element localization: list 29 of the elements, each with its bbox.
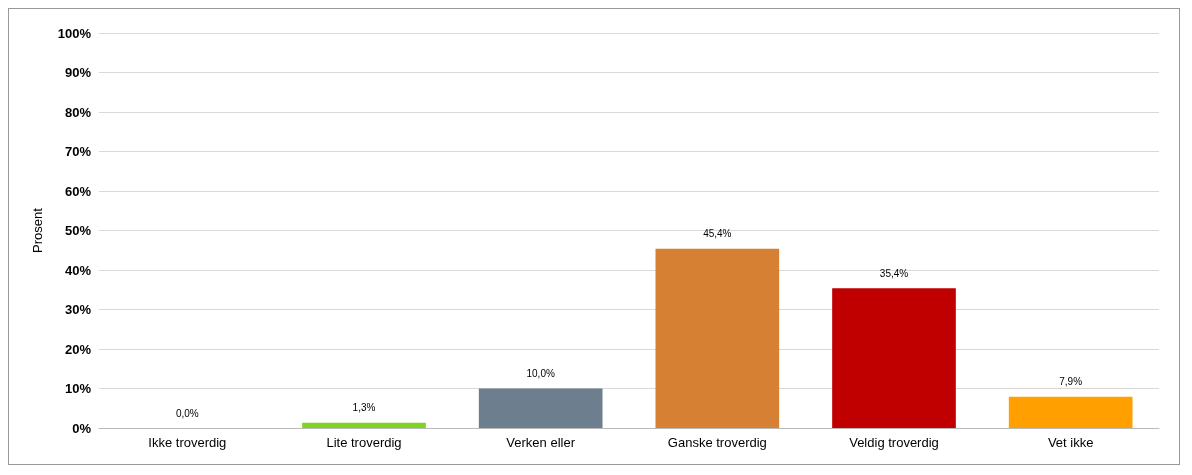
x-tick-label: Vet ikke — [1047, 435, 1094, 450]
y-tick-label: 40% — [64, 262, 92, 278]
y-tick-label: 50% — [64, 223, 92, 238]
bar — [655, 248, 780, 428]
bar — [1008, 396, 1133, 428]
x-tick-label: Ganske troverdig — [667, 435, 767, 450]
x-tick-label: Veldig troverdig — [849, 435, 939, 450]
x-tick-label: Ikke troverdig — [148, 435, 227, 450]
y-tick-label: 100% — [57, 25, 92, 41]
x-tick-label: Verken eller — [506, 435, 576, 450]
y-axis-title: Prosent — [30, 207, 45, 253]
data-label: 1,3% — [352, 402, 376, 414]
data-label: 35,4% — [879, 267, 909, 279]
y-tick-label: 30% — [64, 302, 92, 317]
y-tick-label: 0% — [72, 420, 92, 436]
data-label: 10,0% — [526, 368, 555, 379]
x-tick-label: Lite troverdig — [326, 435, 402, 450]
data-label: 0,0% — [175, 407, 199, 419]
y-tick-label: 80% — [64, 104, 92, 120]
data-label: 45,4% — [703, 228, 732, 240]
y-tick-label: 70% — [64, 144, 92, 159]
bar — [302, 422, 426, 428]
y-tick-label: 60% — [64, 183, 92, 199]
y-tick-label: 10% — [64, 381, 92, 396]
y-tick-label: 90% — [64, 65, 92, 80]
bar — [478, 388, 603, 428]
bar — [832, 288, 956, 428]
data-label: 7,9% — [1059, 376, 1083, 388]
y-tick-label: 20% — [64, 341, 92, 357]
